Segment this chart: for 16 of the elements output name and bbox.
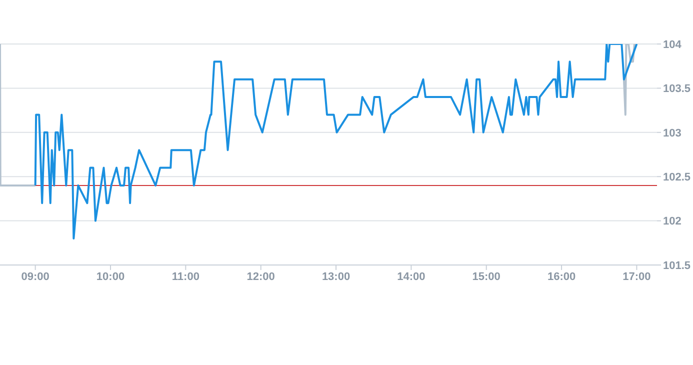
y-tick-label: 103 [663,127,682,140]
x-tick-label: 15:00 [472,270,500,283]
x-tick-label: 17:00 [622,270,651,283]
line-series [34,44,638,240]
x-tick-label: 13:00 [322,270,350,283]
y-tick-label: 102 [663,216,682,228]
y-tick-label: 103.5 [663,83,691,96]
x-tick-label: 14:00 [397,270,426,283]
x-tick-label: 11:00 [172,270,200,283]
y-tick-label: 102.5 [663,172,691,184]
x-tick-label: 12:00 [246,270,275,283]
y-tick-label: 101.5 [663,260,691,272]
x-tick-label: 10:00 [96,270,125,283]
y-tick-label: 104 [663,38,682,51]
x-tick-label: 09:00 [21,270,50,283]
x-tick-label: 16:00 [547,270,576,283]
